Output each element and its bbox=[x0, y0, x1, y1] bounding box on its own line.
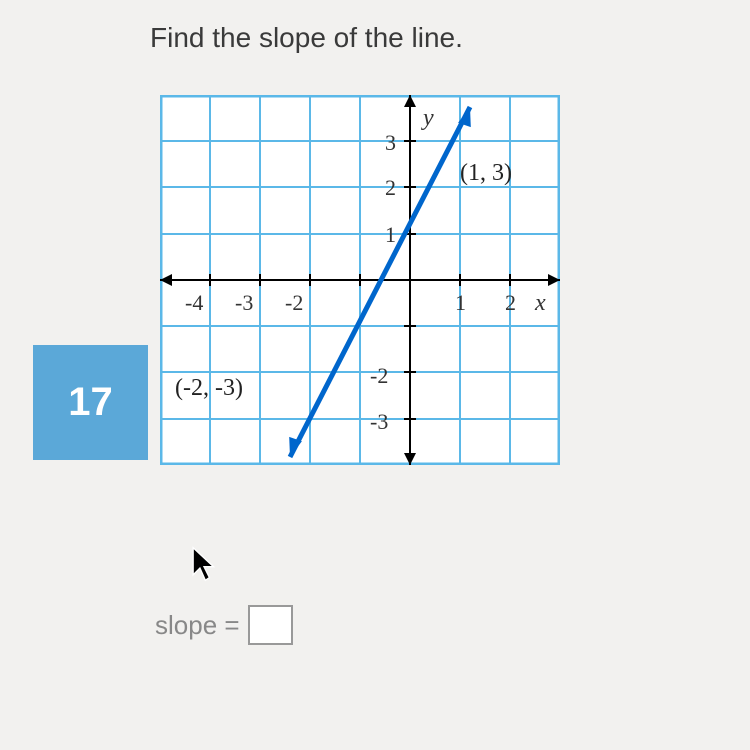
x-tick-label: -4 bbox=[185, 290, 203, 315]
x-axis-label: x bbox=[534, 290, 546, 316]
cursor-icon bbox=[190, 545, 218, 583]
x-tick-label: 2 bbox=[505, 290, 516, 315]
y-tick-label: -2 bbox=[370, 363, 388, 388]
graph-panel: -4 -3 -2 1 2 x 1 2 3 y -2 -3 (1, 3) (-2,… bbox=[160, 95, 560, 465]
problem-number: 17 bbox=[68, 380, 113, 425]
x-tick-label: -3 bbox=[235, 290, 253, 315]
y-tick-label: 1 bbox=[385, 222, 396, 247]
y-axis-label: y bbox=[421, 105, 434, 131]
point-label: (-2, -3) bbox=[175, 375, 243, 401]
y-tick-label: 2 bbox=[385, 175, 396, 200]
y-tick-label: 3 bbox=[385, 130, 396, 155]
answer-row: slope = bbox=[155, 605, 293, 645]
answer-label: slope = bbox=[155, 610, 240, 641]
point-label: (1, 3) bbox=[460, 160, 512, 186]
plotted-line bbox=[290, 107, 470, 457]
question-prompt: Find the slope of the line. bbox=[150, 22, 463, 54]
problem-number-badge: 17 bbox=[33, 345, 148, 460]
x-tick-label: 1 bbox=[455, 290, 466, 315]
coordinate-graph: -4 -3 -2 1 2 x 1 2 3 y -2 -3 (1, 3) (-2,… bbox=[160, 95, 560, 465]
y-tick-label: -3 bbox=[370, 409, 388, 434]
slope-input[interactable] bbox=[248, 605, 293, 645]
x-tick-label: -2 bbox=[285, 290, 303, 315]
